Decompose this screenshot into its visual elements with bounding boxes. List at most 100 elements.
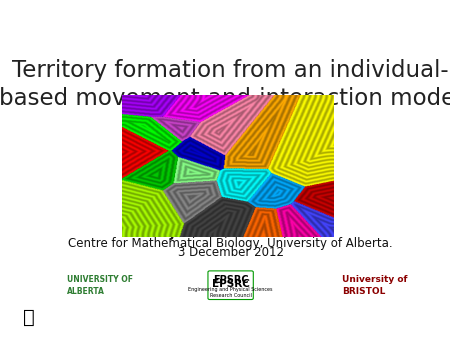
Point bbox=[284, 121, 291, 126]
Point bbox=[169, 150, 176, 155]
Point bbox=[234, 136, 241, 141]
Point bbox=[129, 130, 136, 135]
Point bbox=[229, 165, 236, 171]
Point bbox=[270, 171, 277, 177]
Point bbox=[262, 176, 270, 182]
Point bbox=[308, 207, 315, 212]
Point bbox=[122, 174, 129, 179]
Point bbox=[281, 124, 288, 129]
Point bbox=[291, 180, 298, 185]
Point bbox=[164, 183, 171, 189]
Point bbox=[288, 110, 295, 115]
Point bbox=[172, 162, 180, 167]
Point bbox=[262, 176, 269, 182]
Point bbox=[133, 113, 140, 118]
Point bbox=[132, 180, 139, 186]
Point bbox=[125, 179, 132, 185]
Point bbox=[246, 196, 253, 202]
Point bbox=[274, 173, 282, 178]
Point bbox=[244, 221, 251, 226]
Point bbox=[298, 187, 306, 192]
Point bbox=[216, 150, 223, 155]
Point bbox=[277, 230, 284, 235]
Point bbox=[168, 147, 175, 153]
Point bbox=[176, 216, 184, 222]
Point bbox=[186, 118, 194, 123]
Point bbox=[170, 173, 177, 179]
Point bbox=[176, 138, 184, 144]
Point bbox=[245, 166, 252, 171]
Point bbox=[146, 184, 153, 190]
Point bbox=[243, 199, 250, 204]
Point bbox=[218, 151, 225, 156]
Point bbox=[198, 141, 205, 146]
Point bbox=[252, 114, 259, 119]
Point bbox=[290, 205, 297, 211]
Point bbox=[158, 114, 165, 119]
Point bbox=[214, 184, 221, 190]
Point bbox=[154, 120, 161, 125]
Point bbox=[318, 180, 325, 186]
Point bbox=[148, 158, 155, 164]
Point bbox=[176, 234, 183, 239]
Point bbox=[153, 186, 160, 191]
Point bbox=[200, 178, 207, 184]
Point bbox=[155, 153, 162, 159]
Point bbox=[250, 190, 257, 196]
Point bbox=[194, 138, 201, 143]
Point bbox=[322, 212, 329, 218]
Point bbox=[201, 116, 208, 121]
Point bbox=[169, 177, 176, 183]
Point bbox=[226, 145, 234, 150]
Point bbox=[215, 173, 222, 178]
Point bbox=[282, 124, 289, 129]
Point bbox=[220, 157, 227, 163]
Point bbox=[238, 96, 245, 102]
Point bbox=[216, 168, 223, 173]
Point bbox=[241, 126, 248, 132]
Point bbox=[149, 114, 157, 120]
Point bbox=[154, 143, 162, 148]
Point bbox=[293, 99, 300, 105]
Point bbox=[289, 108, 297, 114]
Point bbox=[210, 165, 217, 171]
Point bbox=[171, 164, 179, 170]
Point bbox=[228, 143, 235, 148]
Point bbox=[199, 118, 206, 123]
Point bbox=[148, 140, 155, 145]
Point bbox=[263, 101, 270, 106]
Point bbox=[277, 231, 284, 237]
Point bbox=[268, 205, 275, 211]
Point bbox=[227, 102, 234, 108]
Point bbox=[312, 182, 319, 187]
Point bbox=[315, 233, 323, 238]
Point bbox=[299, 186, 306, 192]
Point bbox=[120, 174, 127, 180]
Point bbox=[174, 96, 181, 101]
Point bbox=[180, 179, 187, 185]
Point bbox=[252, 189, 259, 194]
Point bbox=[288, 112, 295, 117]
Point bbox=[227, 144, 234, 149]
Point bbox=[228, 196, 235, 201]
Point bbox=[236, 134, 243, 140]
Point bbox=[177, 217, 184, 222]
Point bbox=[143, 161, 150, 166]
Point bbox=[298, 214, 306, 219]
Point bbox=[207, 145, 214, 151]
Point bbox=[170, 177, 177, 182]
Point bbox=[153, 119, 160, 125]
Point bbox=[168, 203, 175, 209]
Point bbox=[271, 149, 278, 154]
Point bbox=[138, 135, 145, 140]
Point bbox=[171, 144, 179, 150]
Point bbox=[221, 151, 229, 156]
Point bbox=[128, 170, 135, 175]
Point bbox=[301, 216, 308, 222]
Point bbox=[275, 224, 282, 230]
Point bbox=[197, 178, 204, 184]
Point bbox=[195, 120, 202, 126]
Point bbox=[272, 146, 279, 151]
Point bbox=[139, 136, 146, 141]
Point bbox=[129, 170, 136, 175]
